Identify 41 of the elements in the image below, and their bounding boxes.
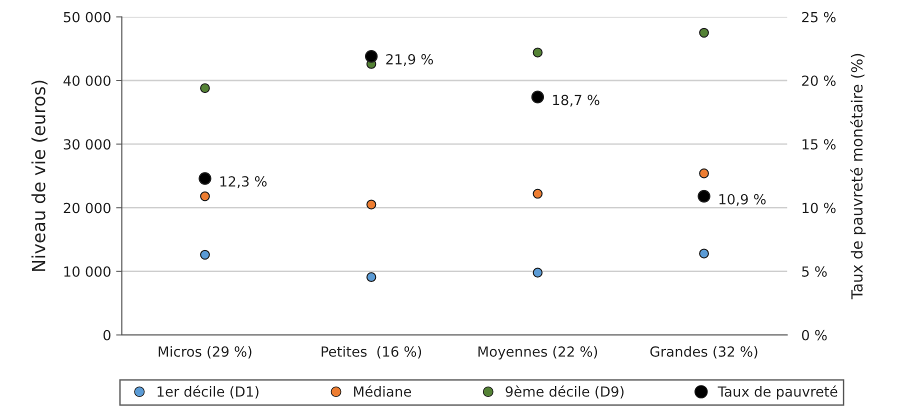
y-tick-label: 0	[103, 330, 110, 340]
point	[699, 28, 709, 38]
point	[699, 248, 709, 258]
x-tick-label: Petites (16 %)	[322, 346, 422, 358]
data-label: 18,7 %	[553, 94, 600, 107]
y2-tick-label: 20 %	[802, 75, 836, 86]
legend-label: Médiane	[354, 386, 412, 397]
y-tick-label: 30 000	[64, 139, 110, 150]
point	[200, 191, 210, 202]
y2-tick-label: 15 %	[802, 139, 836, 150]
point	[699, 168, 709, 178]
y2-axis-title: Taux de pauvreté monétaire (%)	[850, 54, 866, 300]
point	[200, 83, 210, 94]
legend-label: Taux de pauvreté	[718, 386, 838, 400]
point	[200, 250, 210, 260]
x-tick-label: Micros (29 %)	[158, 346, 252, 358]
y-axis-title: Niveau de vie (euros)	[31, 80, 48, 271]
x-tick-label: Moyennes (22 %)	[478, 346, 598, 360]
y2-tick-label: 25 %	[802, 12, 836, 22]
point	[198, 172, 212, 185]
y-tick-label: 20 000	[64, 202, 110, 214]
point	[532, 188, 543, 199]
legend-label: 9ème décile (D9)	[506, 386, 624, 398]
legend-label: 1er décile (D1)	[158, 386, 258, 398]
y-tick-label: 50 000	[64, 12, 110, 22]
data-label: 12,3 %	[220, 176, 267, 188]
y-tick-label: 40 000	[63, 75, 110, 86]
y2-tick-label: 0 %	[802, 330, 827, 340]
point	[532, 268, 543, 278]
point	[366, 200, 376, 210]
point	[531, 90, 544, 104]
point	[698, 190, 710, 203]
point	[532, 48, 543, 58]
point	[366, 272, 376, 282]
y-tick-label: 10 000	[64, 266, 110, 277]
x-tick-label: Grandes (32 %)	[650, 346, 758, 358]
data-label: 21,9 %	[386, 54, 433, 66]
y2-tick-label: 10 %	[802, 202, 836, 214]
data-label: 10,9 %	[719, 194, 766, 206]
y2-tick-label: 5 %	[802, 266, 827, 277]
point	[364, 50, 378, 63]
